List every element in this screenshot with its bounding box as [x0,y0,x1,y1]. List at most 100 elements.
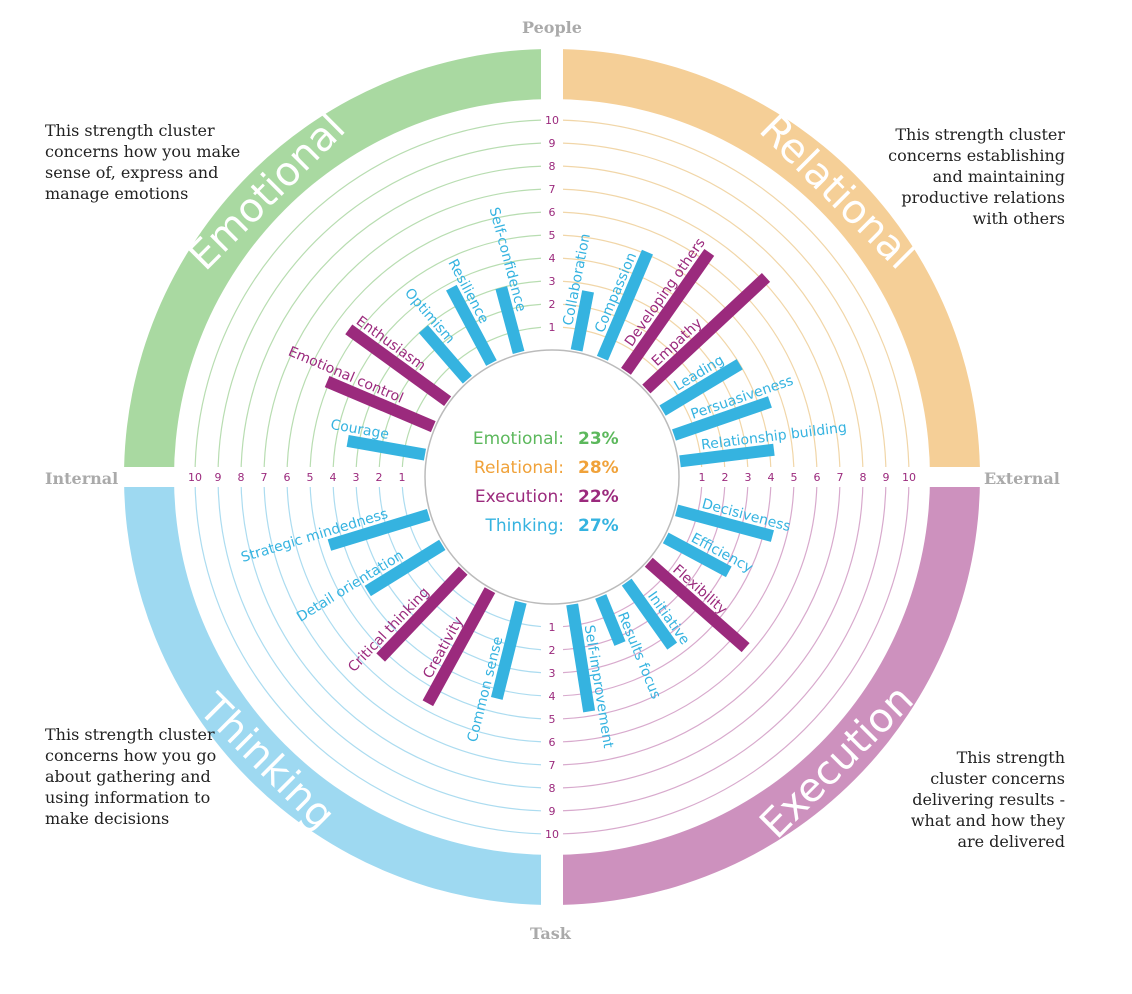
cluster-band-execution [552,477,980,905]
scale-ring [551,476,910,835]
tick-label: 8 [549,782,556,795]
bar-creativity [422,587,496,707]
scale-ring [551,188,841,478]
tick-label: 7 [837,471,844,484]
scale-ring [401,326,553,478]
bar-efficiency [662,532,732,578]
tick-label: 5 [791,471,798,484]
tick-label: 1 [549,621,556,634]
tick-label: 9 [215,471,222,484]
bar-critical-thinking [376,566,468,662]
scale-ring [551,476,772,697]
tick-label: 5 [549,713,556,726]
scale-ring [551,142,887,478]
tick-label: 9 [883,471,890,484]
tick-label: 3 [549,275,556,288]
tick-label: 7 [549,183,556,196]
bar-collaboration [570,290,594,352]
bar-label: Relationship building [700,420,847,454]
scale-ring [240,476,553,789]
bar-initiative [621,578,678,650]
bar-detail-orientation [364,539,446,597]
cluster-band-relational [552,49,980,477]
tick-label: 6 [549,736,556,749]
summary-label: Execution: [475,487,564,507]
scale-ring [240,165,553,478]
tick-label: 6 [549,206,556,219]
scale-ring [551,476,749,674]
tick-label: 6 [284,471,291,484]
bar-courage [346,435,427,461]
tick-label: 4 [768,471,775,484]
execution-description: This strength cluster concerns deliverin… [910,748,1065,851]
scale-ring [263,188,553,478]
scale-ring [309,476,553,720]
scale-ring [309,234,553,478]
scale-ring [286,476,553,743]
center-circle [424,349,680,605]
bar-flexibility [644,557,750,653]
scale-ring [194,119,553,478]
scale-ring [551,476,841,766]
scale-ring [551,476,864,789]
bar-self-confidence [495,286,525,354]
tick-label: 6 [814,471,821,484]
tick-label: 4 [549,690,556,703]
scale-ring [551,165,864,478]
scale-ring [355,280,553,478]
scale-ring [551,476,818,743]
scale-ring [332,257,553,478]
tick-label: 1 [549,321,556,334]
bar-leading [659,359,743,416]
tick-label: 10 [545,828,559,841]
bar-relationship-building [679,443,775,468]
scale-ring [551,476,887,812]
scale-ring [378,303,553,478]
tick-label: 10 [902,471,916,484]
bar-decisiveness [675,504,774,542]
tick-label: 9 [549,137,556,150]
summary-value: 28% [578,458,619,478]
scale-ring [551,257,772,478]
bar-enthusiasm [345,324,452,407]
tick-label: 10 [188,471,202,484]
bar-developing-others [621,248,715,375]
tick-label: 2 [722,471,729,484]
axis-label-left: Internal [45,469,119,488]
summary-value: 22% [578,487,619,507]
bar-persuasiveness [672,396,772,441]
scale-ring [217,142,553,478]
tick-label: 8 [860,471,867,484]
tick-label: 10 [545,114,559,127]
bar-emotional-control [324,376,436,433]
summary-value: 23% [578,429,619,449]
cluster-band-thinking [124,477,552,905]
scale-ring [194,476,553,835]
axis-label-bottom: Task [530,924,571,943]
tick-label: 2 [549,644,556,657]
bar-results-focus [595,594,626,646]
bar-self-improvement [566,603,596,713]
tick-label: 4 [549,252,556,265]
summary-label: Emotional: [473,429,564,449]
tick-label: 8 [549,160,556,173]
axis-label-top: People [522,18,582,37]
bar-common-sense [490,600,527,700]
scale-ring [551,476,726,651]
tick-label: 5 [307,471,314,484]
scale-ring [551,476,795,720]
bar-compassion [596,249,653,361]
tick-label: 5 [549,229,556,242]
tick-label: 3 [353,471,360,484]
scale-ring [217,476,553,812]
tick-label: 2 [376,471,383,484]
summary-label: Thinking: [484,516,564,536]
tick-label: 3 [549,667,556,680]
thinking-description: This strength cluster concerns how you g… [45,725,217,828]
bar-label: Critical thinking [345,584,433,675]
scale-ring [551,476,703,628]
summary-value: 27% [578,516,619,536]
tick-label: 2 [549,298,556,311]
